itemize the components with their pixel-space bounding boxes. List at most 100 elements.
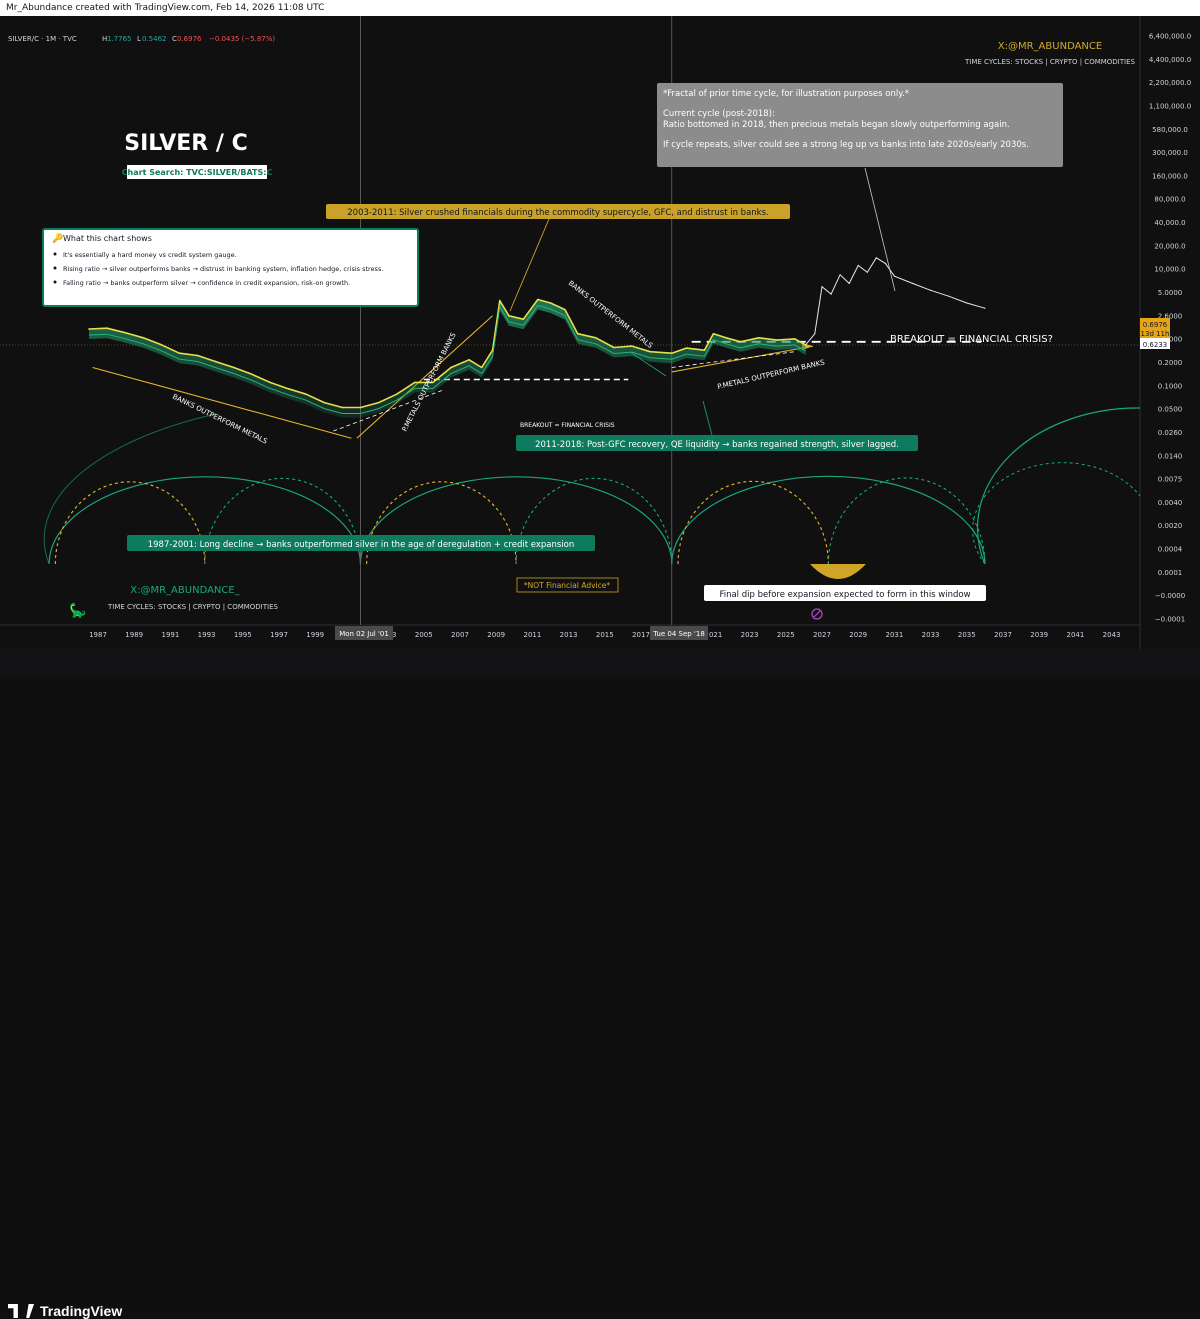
crosshair-label-1-text: Mon 02 Jul '01 xyxy=(339,630,389,638)
projection-point xyxy=(830,293,832,295)
y-tick-label: 10,000.0 xyxy=(1154,266,1185,274)
attribution-text: Mr_Abundance created with TradingView.co… xyxy=(6,3,325,13)
y-tick-label: 0.0140 xyxy=(1158,452,1183,460)
ohlc-key-C: C xyxy=(172,35,177,43)
annotation-2003-2011: 2003-2011: Silver crushed financials dur… xyxy=(326,204,790,219)
x-tick-label: 2005 xyxy=(415,631,433,639)
projection-point xyxy=(930,289,932,291)
bottom-bar: TradingView xyxy=(0,649,1200,1319)
y-tick-label: 5.0000 xyxy=(1158,289,1183,297)
info-bullet-3: Falling ratio → banks outperform silver … xyxy=(63,279,350,287)
x-tick-label: 2009 xyxy=(487,631,505,639)
projection-point xyxy=(857,264,859,267)
current-price-countdown: 13d 11h xyxy=(1141,330,1170,338)
x-tick-label: 2021 xyxy=(704,631,722,639)
projection-point xyxy=(821,286,823,288)
y-tick-label: 0.0260 xyxy=(1158,429,1183,437)
chart-search-box xyxy=(127,165,267,179)
y-tick-label: 20,000.0 xyxy=(1154,242,1185,250)
y-tick-label: 0.2000 xyxy=(1158,359,1183,367)
y-tick-label: 580,000.0 xyxy=(1152,126,1188,134)
fractal-line-4: Ratio bottomed in 2018, then precious me… xyxy=(663,120,1010,130)
cycle-arc-partial-left xyxy=(43,413,216,565)
data-point xyxy=(775,339,778,341)
data-point xyxy=(305,393,307,395)
data-point xyxy=(508,314,510,317)
x-tick-label: 2013 xyxy=(560,631,578,639)
x-tick-label: 2015 xyxy=(596,631,614,639)
data-point xyxy=(359,406,362,409)
current-price-value: 0.6976 xyxy=(1143,321,1168,329)
cycle-arc-minor-dashed-2 xyxy=(515,477,673,565)
y-tick-label: 0.0075 xyxy=(1158,476,1183,484)
not-advice-text: *NOT Financial Advice* xyxy=(524,581,610,590)
data-point xyxy=(468,358,470,361)
crosshair-label-1: Mon 02 Jul '01 xyxy=(335,626,393,640)
x-tick-label: 1987 xyxy=(89,631,107,639)
y-tick-label: 0.0004 xyxy=(1158,546,1183,554)
info-bullet-1: It's essentially a hard money vs credit … xyxy=(63,251,237,259)
breakout-label-large: BREAKOUT = FINANCIAL CRISIS? xyxy=(890,334,1053,345)
chart-title: SILVER / C xyxy=(124,131,248,156)
data-point xyxy=(178,352,181,354)
data-point xyxy=(450,366,452,369)
x-tick-label: 2043 xyxy=(1103,631,1121,639)
breakout-price-label: 0.6233 xyxy=(1140,338,1170,349)
projection-point xyxy=(911,282,914,285)
y-tick-label: 6,400,000.0 xyxy=(1149,33,1191,41)
data-point xyxy=(491,349,494,352)
data-point xyxy=(537,298,539,301)
tradingview-mark-icon-2 xyxy=(26,1304,34,1318)
data-point xyxy=(377,401,380,404)
data-point xyxy=(712,332,715,335)
handle-bottom: X:@MR_ABUNDANCE_ xyxy=(130,585,240,596)
data-point xyxy=(232,366,235,369)
cycle-arcs xyxy=(43,407,1141,565)
data-point xyxy=(160,344,163,346)
x-tick-label: 1993 xyxy=(198,631,216,639)
annotation-1987-2001: 1987-2001: Long decline → banks outperfo… xyxy=(127,535,595,551)
annotation-2003-pointer xyxy=(509,218,550,312)
price-area-fill xyxy=(89,299,806,418)
y-tick-label: 160,000.0 xyxy=(1152,172,1188,180)
x-tick-label: 2023 xyxy=(741,631,759,639)
data-point xyxy=(196,354,199,357)
y-tick-label: 80,000.0 xyxy=(1154,196,1185,204)
x-tick-label: 1989 xyxy=(125,631,143,639)
data-point xyxy=(631,345,633,347)
chart-svg[interactable]: 6,400,000.0 4,400,000.0 2,200,000.0 1,100,0… xyxy=(0,16,1200,649)
data-point xyxy=(703,349,706,352)
cycle-arc-minor-dashed-2 xyxy=(827,477,986,565)
x-tick-label: 1995 xyxy=(234,631,252,639)
fractal-line-3: Current cycle (post-2018): xyxy=(663,109,775,119)
chart-area[interactable]: 6,400,000.0 4,400,000.0 2,200,000.0 1,100,0… xyxy=(0,16,1200,649)
replay-icon[interactable] xyxy=(811,608,823,620)
y-tick-label: 0.0020 xyxy=(1158,522,1183,530)
data-point xyxy=(124,331,126,334)
cycle-arc-minor-dashed-2 xyxy=(204,477,361,565)
x-tick-label: 2007 xyxy=(451,631,469,639)
not-advice: *NOT Financial Advice* xyxy=(516,577,619,593)
data-point xyxy=(794,338,796,340)
data-point xyxy=(287,387,289,390)
cycle-arc-major xyxy=(671,475,986,565)
x-tick-label: 2027 xyxy=(813,631,831,639)
data-point xyxy=(739,340,742,343)
trend-lines xyxy=(92,315,814,439)
data-point xyxy=(413,381,416,384)
data-point xyxy=(432,381,434,384)
x-tick-label: 2011 xyxy=(523,631,541,639)
tradingview-logo[interactable]: TradingView xyxy=(8,1303,122,1319)
ohlc-values: H 1.7765 L 0.5462 C 0.6976 −0.0435 (−5.87%) xyxy=(102,35,275,43)
data-point xyxy=(341,406,344,409)
data-point xyxy=(594,337,597,339)
data-point xyxy=(564,308,566,311)
projection-point xyxy=(848,282,850,285)
price-series xyxy=(88,257,986,418)
y-tick-label: −0.0000 xyxy=(1155,592,1185,600)
y-tick-label: −0.0001 xyxy=(1155,616,1185,624)
replay-icon-slash xyxy=(813,610,821,618)
x-tick-label: 1991 xyxy=(161,631,179,639)
data-point xyxy=(670,352,673,354)
annotation-2011-pointer-2 xyxy=(629,351,667,377)
